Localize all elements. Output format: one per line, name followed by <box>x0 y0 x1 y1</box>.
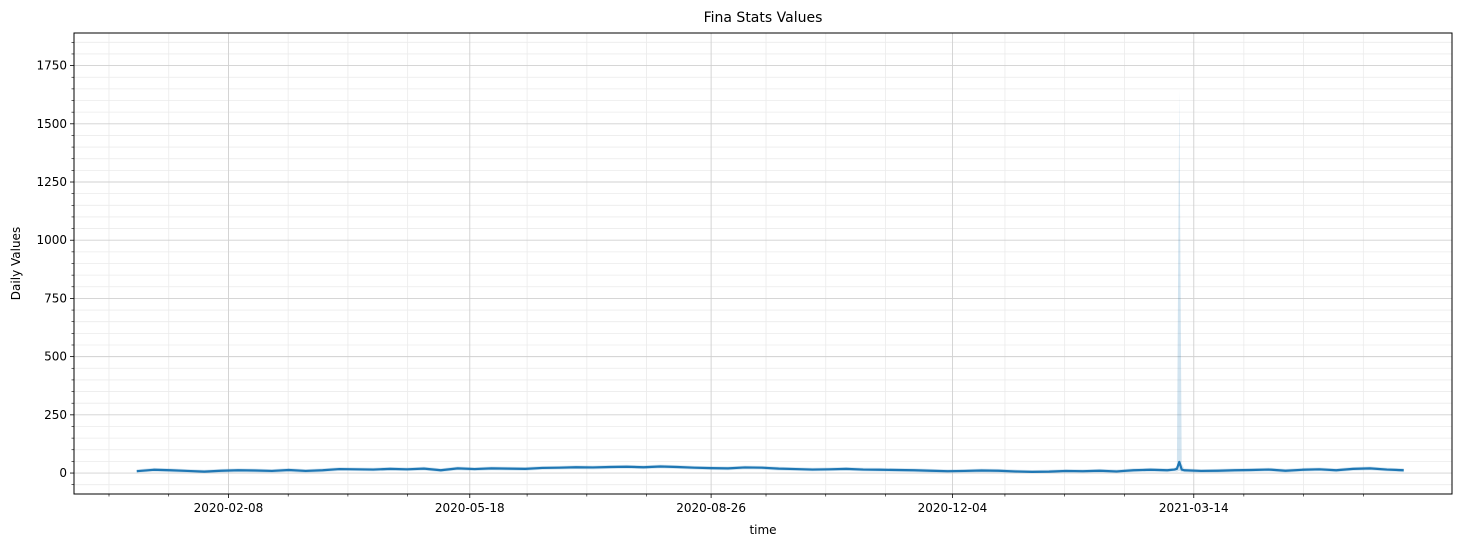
minor-gridlines <box>74 33 1452 494</box>
y-tick-label: 1000 <box>36 233 67 247</box>
y-axis-title: Daily Values <box>9 227 23 300</box>
confidence-band <box>136 88 1404 474</box>
y-tick-label: 1250 <box>36 175 67 189</box>
axis-ticks: 0 250 500 750 1000 1250 1500 1750 2020-02-08 2020… <box>36 42 1364 515</box>
major-gridlines <box>74 33 1452 494</box>
y-tick-label: 1500 <box>36 117 67 131</box>
series-line <box>136 460 1404 473</box>
y-tick-label: 250 <box>44 408 67 422</box>
x-tick-label: 2021-03-14 <box>1159 501 1229 515</box>
x-axis-title: time <box>749 523 776 537</box>
y-tick-label: 500 <box>44 350 67 364</box>
x-tick-label: 2020-08-26 <box>676 501 746 515</box>
confidence-band-layer <box>136 88 1404 474</box>
y-tick-label: 1750 <box>36 59 67 73</box>
chart-title: Fina Stats Values <box>704 10 823 26</box>
series-line-layer <box>136 460 1404 473</box>
y-tick-label: 0 <box>59 466 67 480</box>
x-tick-label: 2020-12-04 <box>918 501 988 515</box>
x-tick-label: 2020-02-08 <box>194 501 264 515</box>
x-tick-label: 2020-05-18 <box>435 501 505 515</box>
y-tick-label: 750 <box>44 291 67 305</box>
